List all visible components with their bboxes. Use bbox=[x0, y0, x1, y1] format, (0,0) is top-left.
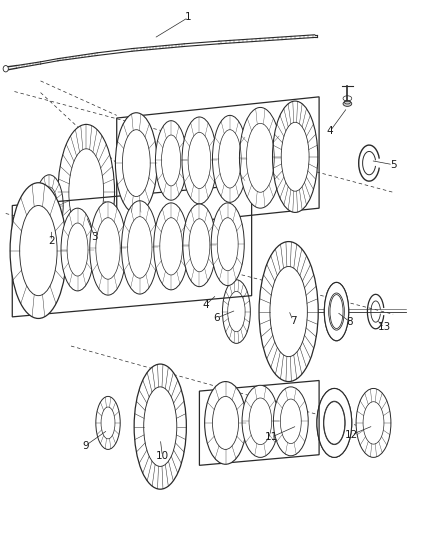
Ellipse shape bbox=[121, 201, 158, 294]
Ellipse shape bbox=[182, 117, 217, 204]
Text: 2: 2 bbox=[48, 236, 55, 246]
Ellipse shape bbox=[205, 382, 247, 464]
Ellipse shape bbox=[183, 204, 216, 287]
Text: 13: 13 bbox=[378, 322, 391, 333]
Ellipse shape bbox=[116, 113, 157, 214]
Ellipse shape bbox=[343, 101, 352, 107]
Text: 12: 12 bbox=[345, 430, 358, 440]
Text: 3: 3 bbox=[92, 232, 98, 243]
Ellipse shape bbox=[211, 203, 244, 286]
Ellipse shape bbox=[317, 389, 352, 457]
Ellipse shape bbox=[35, 175, 63, 236]
Ellipse shape bbox=[356, 389, 391, 457]
Ellipse shape bbox=[242, 385, 279, 457]
Ellipse shape bbox=[272, 101, 318, 213]
Ellipse shape bbox=[90, 202, 126, 295]
Text: 8: 8 bbox=[346, 317, 353, 327]
Ellipse shape bbox=[154, 203, 188, 290]
Text: 7: 7 bbox=[290, 316, 296, 326]
Text: 4: 4 bbox=[327, 126, 333, 136]
Ellipse shape bbox=[324, 282, 349, 341]
Text: 4: 4 bbox=[203, 300, 209, 310]
Circle shape bbox=[3, 66, 8, 72]
Ellipse shape bbox=[61, 208, 94, 291]
Text: 11: 11 bbox=[265, 432, 278, 442]
Text: 5: 5 bbox=[390, 160, 396, 169]
Text: 10: 10 bbox=[156, 451, 169, 462]
Text: 6: 6 bbox=[213, 313, 220, 323]
Ellipse shape bbox=[240, 108, 281, 208]
Ellipse shape bbox=[223, 280, 251, 343]
Ellipse shape bbox=[273, 387, 308, 456]
Text: 1: 1 bbox=[185, 12, 192, 22]
Ellipse shape bbox=[96, 397, 120, 449]
Ellipse shape bbox=[317, 389, 352, 457]
Ellipse shape bbox=[134, 364, 186, 489]
Ellipse shape bbox=[155, 120, 187, 200]
Ellipse shape bbox=[324, 282, 349, 341]
Ellipse shape bbox=[58, 124, 115, 260]
Ellipse shape bbox=[259, 241, 318, 382]
Ellipse shape bbox=[212, 115, 247, 203]
Text: 9: 9 bbox=[82, 441, 89, 451]
Ellipse shape bbox=[10, 183, 67, 318]
